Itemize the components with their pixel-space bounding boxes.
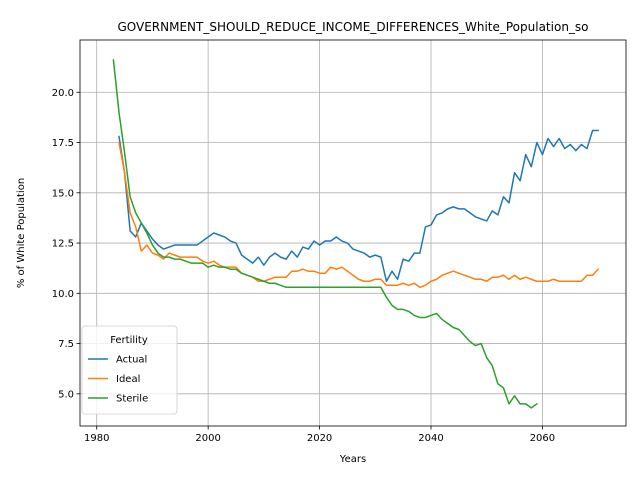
x-tick-label: 1980 [84, 433, 109, 444]
legend-label-actual: Actual [116, 355, 147, 366]
x-tick-label: 2040 [418, 433, 443, 444]
x-axis-label: Years [339, 454, 366, 465]
legend-label-ideal: Ideal [116, 374, 140, 385]
series-line-ideal [118, 141, 600, 289]
y-tick-label: 7.5 [58, 339, 74, 350]
x-tick-label: 2020 [307, 433, 332, 444]
y-tick-label: 12.5 [52, 239, 74, 250]
series-line-actual [118, 129, 599, 282]
y-tick-label: 5.0 [58, 389, 74, 400]
chart-title: GOVERNMENT_SHOULD_REDUCE_INCOME_DIFFEREN… [117, 20, 588, 34]
plot-frame [79, 39, 627, 427]
x-tick-label: 2060 [530, 433, 555, 444]
legend-label-sterile: Sterile [116, 394, 148, 405]
x-tick-label: 2000 [195, 433, 220, 444]
y-tick-label: 15.0 [52, 188, 74, 199]
legend-entries: Actual Ideal Sterile [88, 355, 148, 405]
y-tick-label: 17.5 [52, 138, 74, 149]
legend-title: Fertility [110, 335, 148, 346]
series-line-sterile [112, 59, 538, 409]
series-layer [112, 59, 600, 409]
x-axis: 1980 2000 2020 2040 2060 [84, 426, 555, 444]
legend-box [81, 325, 178, 415]
y-axis: 5.0 7.5 10.0 12.5 15.0 17.5 20.0 [52, 88, 80, 400]
y-axis-label: % of White Population [16, 178, 27, 288]
y-tick-label: 20.0 [52, 88, 74, 99]
y-tick-label: 10.0 [52, 289, 74, 300]
legend: Fertility Actual Ideal Sterile [81, 325, 178, 415]
